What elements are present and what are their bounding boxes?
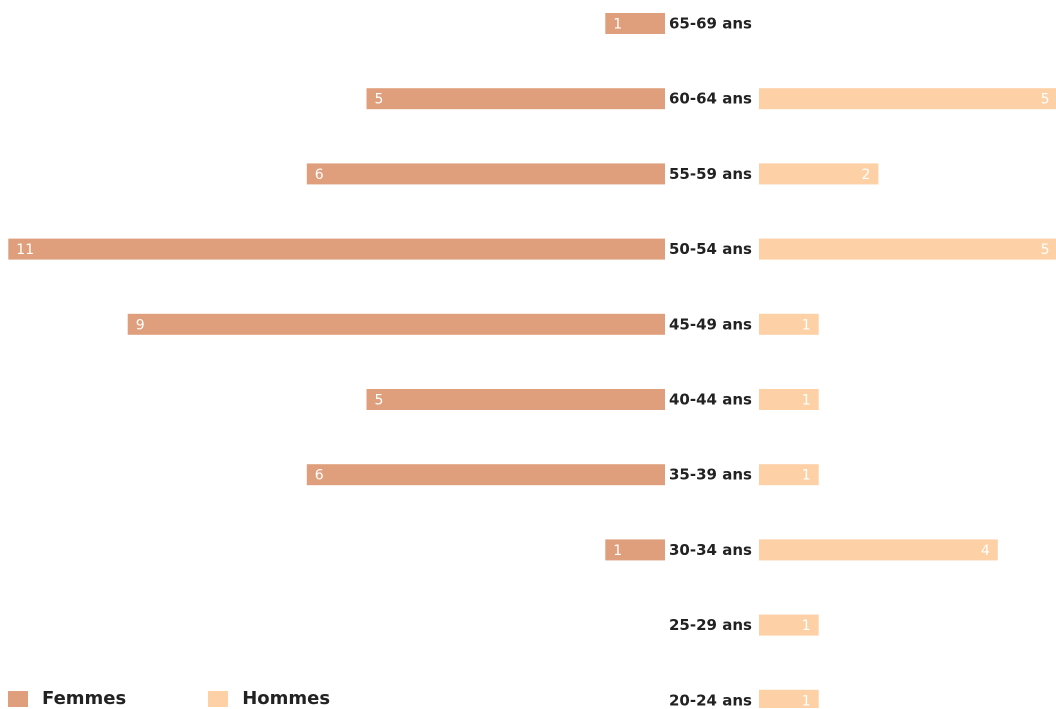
bar-value-femmes: 1 <box>613 543 622 559</box>
bar-hommes <box>759 464 819 486</box>
bar-value-femmes: 5 <box>375 393 384 409</box>
bar-hommes <box>759 389 819 410</box>
category-label: 45-49 ans <box>669 315 752 333</box>
bar-hommes <box>759 238 1056 260</box>
bar-hommes <box>759 689 819 708</box>
bar-value-femmes: 11 <box>16 242 34 258</box>
bar-hommes <box>759 163 879 185</box>
bar-value-hommes: 1 <box>802 618 811 634</box>
bar-value-femmes: 9 <box>136 317 145 333</box>
bar-hommes <box>759 614 819 636</box>
bar-hommes <box>759 539 998 561</box>
bar-hommes <box>759 88 1056 110</box>
bar-femmes <box>605 539 665 561</box>
bar-femmes <box>306 163 665 185</box>
bar-value-femmes: 6 <box>315 167 324 183</box>
bar-value-femmes: 1 <box>613 17 622 33</box>
category-label: 25-29 ans <box>669 616 752 634</box>
bar-femmes <box>366 88 665 110</box>
category-label: 30-34 ans <box>669 541 752 559</box>
category-label: 55-59 ans <box>669 165 752 183</box>
legend-swatch-hommes <box>208 690 229 707</box>
legend-item-hommes: Hommes <box>208 688 330 709</box>
bar-value-hommes: 1 <box>802 468 811 484</box>
legend: Femmes Hommes <box>8 688 412 709</box>
legend-item-femmes: Femmes <box>8 688 126 709</box>
bar-femmes <box>127 313 665 335</box>
bar-value-hommes: 5 <box>1041 92 1050 108</box>
category-label: 65-69 ans <box>669 15 752 33</box>
category-label: 40-44 ans <box>669 391 752 409</box>
bar-femmes <box>306 464 665 486</box>
category-label: 60-64 ans <box>669 90 752 108</box>
bar-value-femmes: 5 <box>375 92 384 108</box>
bar-femmes <box>366 389 665 410</box>
bar-value-hommes: 2 <box>861 167 870 183</box>
legend-label-hommes: Hommes <box>242 688 331 709</box>
legend-label-femmes: Femmes <box>42 688 127 709</box>
bar-value-hommes: 4 <box>981 543 990 559</box>
category-label: 50-54 ans <box>669 240 752 258</box>
bar-value-femmes: 6 <box>315 468 324 484</box>
bar-value-hommes: 5 <box>1041 242 1050 258</box>
category-label: 20-24 ans <box>669 691 752 708</box>
bar-femmes <box>605 13 665 34</box>
bar-hommes <box>759 313 819 335</box>
bar-value-hommes: 1 <box>802 317 811 333</box>
bar-value-hommes: 1 <box>802 393 811 409</box>
bar-femmes <box>8 238 666 260</box>
category-label: 35-39 ans <box>669 466 752 484</box>
bar-value-hommes: 1 <box>802 693 811 708</box>
legend-swatch-femmes <box>8 690 28 707</box>
